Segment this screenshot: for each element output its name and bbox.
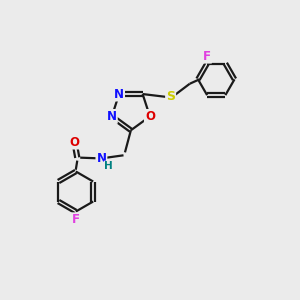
- Text: O: O: [145, 110, 155, 123]
- Text: N: N: [96, 152, 106, 165]
- Text: N: N: [114, 88, 124, 100]
- Text: N: N: [107, 110, 117, 123]
- Text: O: O: [69, 136, 79, 148]
- Text: F: F: [72, 213, 80, 226]
- Text: F: F: [203, 50, 211, 63]
- Text: H: H: [104, 161, 113, 172]
- Text: S: S: [166, 91, 175, 103]
